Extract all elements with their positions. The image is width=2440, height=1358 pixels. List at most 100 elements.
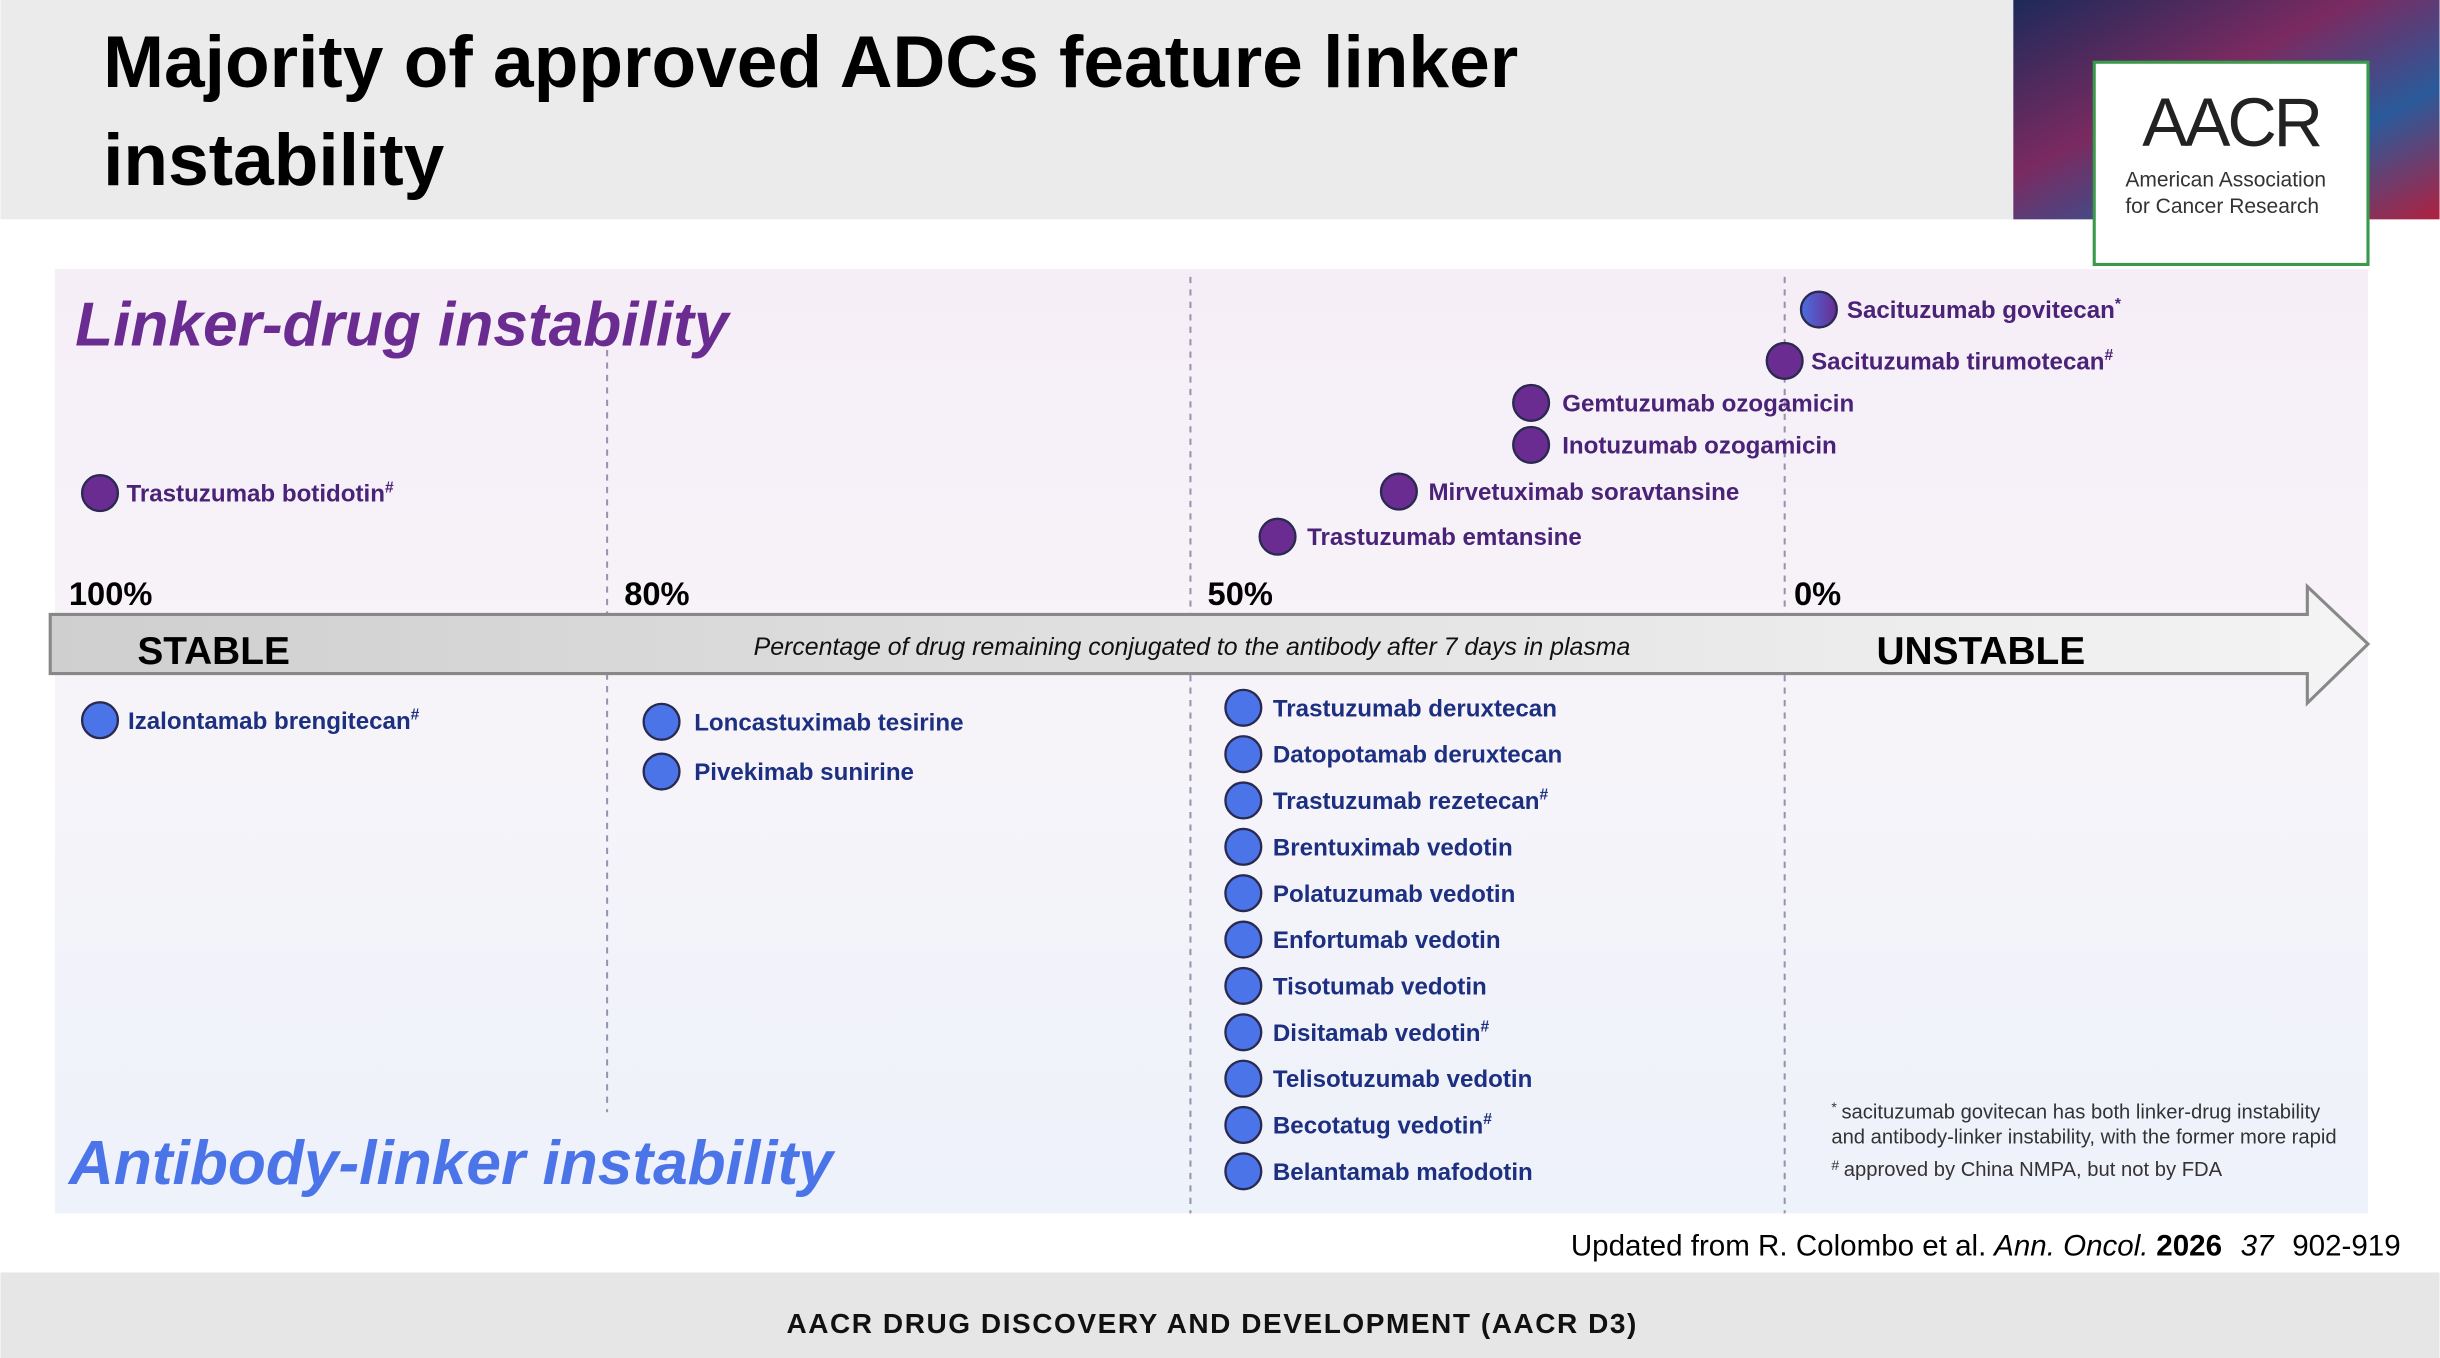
drug-label: Belantamab mafodotin <box>1273 1159 1533 1186</box>
drug-marker <box>1512 383 1551 422</box>
axis-arrow <box>48 582 2371 707</box>
drug-marker <box>1224 735 1263 774</box>
drug-label: Inotuzumab ozogamicin <box>1562 432 1837 459</box>
drug-name: Enfortumab vedotin <box>1273 927 1501 954</box>
drug-name: Inotuzumab ozogamicin <box>1562 432 1837 459</box>
drug-marker <box>642 752 681 791</box>
drug-name: Polatuzumab vedotin <box>1273 881 1515 908</box>
axis-tick-label: 0% <box>1794 575 1841 612</box>
axis-tick-label: 100% <box>69 575 153 612</box>
drug-mark: # <box>1481 1018 1490 1035</box>
footnote-text: sacituzumab govitecan has both linker-dr… <box>1841 1101 2321 1123</box>
drug-name: Trastuzumab emtansine <box>1307 524 1582 551</box>
section-label: Linker-drug instability <box>75 290 732 359</box>
drug-marker <box>1224 1152 1263 1191</box>
drug-label: Polatuzumab vedotin <box>1273 881 1515 908</box>
axis-end-label: STABLE <box>137 630 290 673</box>
drug-label: Tisotumab vedotin <box>1273 973 1487 1000</box>
drug-label: Becotatug vedotin# <box>1273 1111 1492 1139</box>
drug-label: Pivekimab sunirine <box>694 759 914 786</box>
drug-mark: # <box>385 479 394 496</box>
drug-name: Sacituzumab tirumotecan <box>1811 348 2104 375</box>
citation-journal: Ann. Oncol. <box>1992 1229 2148 1262</box>
drug-label: Mirvetuximab soravtansine <box>1428 479 1739 506</box>
drug-name: Mirvetuximab soravtansine <box>1428 479 1739 506</box>
axis-tick-label: 80% <box>624 575 689 612</box>
citation-year: 2026 <box>2156 1229 2222 1262</box>
section-label: Antibody-linker instability <box>67 1129 836 1198</box>
drug-name: Disitamab vedotin <box>1273 1020 1481 1047</box>
panel <box>54 269 2368 1214</box>
axis-caption: Percentage of drug remaining conjugated … <box>754 633 1631 661</box>
footnote: # approved by China NMPA, but not by FDA <box>1831 1157 2222 1181</box>
footnote-mark: * <box>1831 1099 1837 1115</box>
drug-name: Brentuximab vedotin <box>1273 834 1513 861</box>
drug-label: Enfortumab vedotin <box>1273 927 1501 954</box>
drug-mark: * <box>2115 296 2122 313</box>
drug-marker <box>80 474 120 513</box>
drug-marker <box>80 701 120 740</box>
drug-marker <box>1224 688 1263 727</box>
drug-label: Trastuzumab deruxtecan <box>1273 695 1557 722</box>
drug-marker <box>1512 425 1551 464</box>
drug-name: Becotatug vedotin <box>1273 1113 1483 1140</box>
drug-label: Trastuzumab botidotin# <box>126 479 394 507</box>
drug-marker <box>1224 874 1263 913</box>
drug-mark: # <box>1483 1111 1492 1128</box>
drug-label: Izalontamab brengitecan# <box>128 706 420 734</box>
drug-name: Gemtuzumab ozogamicin <box>1562 390 1854 417</box>
drug-name: Telisotuzumab vedotin <box>1273 1066 1532 1093</box>
drug-marker <box>1799 290 1838 329</box>
drug-name: Tisotumab vedotin <box>1273 973 1487 1000</box>
axis-tick-label: 50% <box>1208 575 1273 612</box>
drug-marker <box>642 702 681 741</box>
drug-marker <box>1224 966 1263 1005</box>
drug-label: Sacituzumab govitecan* <box>1847 296 2122 324</box>
drug-marker <box>1224 1105 1263 1145</box>
drug-marker <box>1224 1059 1263 1098</box>
drug-mark: # <box>411 706 420 723</box>
citation-authors: Updated from R. Colombo et al. <box>1571 1229 1986 1262</box>
title: Majority of approved ADCs feature linker <box>103 22 1518 103</box>
drug-label: Datopotamab deruxtecan <box>1273 742 1562 769</box>
footnote: and antibody-linker instability, with th… <box>1831 1126 2336 1148</box>
drug-label: Trastuzumab rezetecan# <box>1273 787 1549 815</box>
drug-marker <box>1224 1013 1263 1052</box>
drug-marker <box>1258 517 1297 556</box>
drug-name: Sacituzumab govitecan <box>1847 297 2115 324</box>
footnote-mark: # <box>1831 1157 1839 1173</box>
drug-marker <box>1765 341 1804 380</box>
drug-name: Loncastuximab tesirine <box>694 709 963 736</box>
drug-marker <box>1224 781 1263 820</box>
drug-name: Trastuzumab rezetecan <box>1273 788 1540 815</box>
logo-box <box>2092 60 2370 266</box>
citation: Updated from R. Colombo et al. Ann. Oncol… <box>1571 1229 2401 1262</box>
title: instability <box>103 120 445 201</box>
drug-marker <box>1224 920 1263 959</box>
drug-label: Trastuzumab emtansine <box>1307 524 1582 551</box>
drug-mark: # <box>1540 787 1549 804</box>
drug-marker <box>1224 827 1263 866</box>
footnote: * sacituzumab govitecan has both linker-d… <box>1831 1099 2321 1123</box>
drug-label: Brentuximab vedotin <box>1273 834 1513 861</box>
drug-name: Izalontamab brengitecan <box>128 708 411 735</box>
drug-name: Pivekimab sunirine <box>694 759 914 786</box>
drug-mark: # <box>2105 347 2114 364</box>
drug-name: Trastuzumab botidotin <box>126 481 385 508</box>
logo-mark: AACR <box>2142 84 2320 161</box>
footer-band <box>0 1272 2440 1358</box>
citation-pages: 902-919 <box>2292 1229 2400 1262</box>
dividers <box>606 276 1786 1214</box>
drug-name: Datopotamab deruxtecan <box>1273 742 1562 769</box>
drug-label: Disitamab vedotin# <box>1273 1018 1490 1046</box>
logo-name: for Cancer Research <box>2125 195 2319 218</box>
drug-label: Loncastuximab tesirine <box>694 709 963 736</box>
drug-marker <box>1379 472 1418 511</box>
axis-end-label: UNSTABLE <box>1876 630 2085 673</box>
citation-volume: 37 <box>2241 1229 2275 1262</box>
logo-name: American Association <box>2125 169 2326 192</box>
drug-label: Telisotuzumab vedotin <box>1273 1066 1532 1093</box>
footnote-text: approved by China NMPA, but not by FDA <box>1844 1159 2223 1181</box>
